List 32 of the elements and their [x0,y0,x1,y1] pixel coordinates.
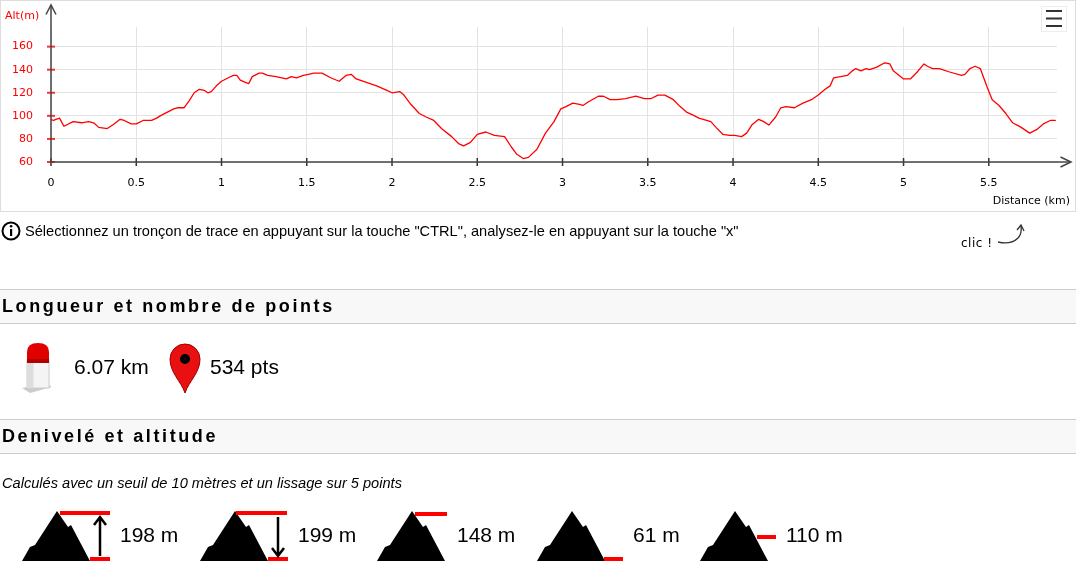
x-tick-label: 0 [47,176,55,190]
x-tick-label: 4.5 [809,176,828,190]
text: Denivelé et altitude [2,426,219,447]
y-tick-label: 80 [19,131,33,145]
y-tick-label: 140 [12,62,33,76]
x-tick-label: 1.5 [298,176,316,190]
x-tick-label: 5.5 [980,176,998,190]
x-tick-label: 2 [388,176,396,190]
y-tick-label: 120 [12,85,33,99]
x-tick-label: 3 [559,176,567,190]
text: 199 m [298,523,357,547]
x-tick-label: 1 [218,176,226,190]
y-tick-label: 60 [19,154,33,168]
text: 61 m [633,523,680,547]
y-tick-label: 160 [12,39,33,53]
x-axis-title: Distance (km) [992,193,1070,207]
text: Sélectionnez un tronçon de trace en appuyant sur la touche "CTRL", analysez-le en appuyant sur la touche "x" [25,223,739,239]
x-tick-label: 3.5 [639,176,657,190]
text: 534 pts [210,355,279,379]
x-tick-label: 2.5 [468,176,487,190]
text: Calculés avec un seuil de 10 mètres et un lissage sur 5 points [2,475,402,491]
x-tick-label: 5 [900,176,908,190]
y-tick-label: 100 [12,108,33,122]
text: Longueur et nombre de points [2,296,335,317]
x-tick-label: 0.5 [127,176,145,190]
text: clic ! [961,236,993,250]
text: 110 m [786,523,843,547]
x-tick-label: 4 [729,176,737,190]
y-axis-title: Alt(m) [5,8,40,22]
text: 6.07 km [74,355,149,379]
text: 198 m [120,523,179,547]
text: 148 m [457,523,516,547]
